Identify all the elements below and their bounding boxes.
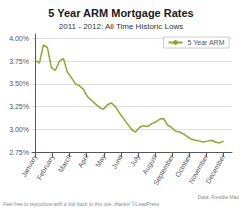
svg-text:March: March xyxy=(57,153,73,173)
svg-text:April: April xyxy=(77,153,91,169)
svg-text:August: August xyxy=(141,153,159,176)
svg-text:4.00%: 4.00% xyxy=(9,35,29,42)
svg-text:5 Year ARM Mortgage Rates: 5 Year ARM Mortgage Rates xyxy=(48,7,194,19)
svg-text:2011 - 2012: All Time Historic: 2011 - 2012: All Time Historic Lows xyxy=(59,22,183,31)
svg-text:2.75%: 2.75% xyxy=(9,149,29,156)
svg-text:January: January xyxy=(20,153,39,179)
svg-text:May: May xyxy=(94,153,108,169)
svg-text:October: October xyxy=(174,153,193,179)
svg-text:3.25%: 3.25% xyxy=(9,103,29,110)
svg-text:3.50%: 3.50% xyxy=(9,80,29,87)
svg-text:June: June xyxy=(110,153,124,170)
svg-text:Feel free to reproduce with a: Feel free to reproduce with a link back … xyxy=(3,201,160,207)
svg-text:July: July xyxy=(129,153,142,168)
svg-text:December: December xyxy=(204,153,227,185)
svg-text:3.75%: 3.75% xyxy=(9,58,29,65)
svg-text:3.00%: 3.00% xyxy=(9,126,29,133)
svg-text:5 Year ARM: 5 Year ARM xyxy=(188,39,225,46)
svg-text:February: February xyxy=(36,153,57,182)
svg-text:September: September xyxy=(152,153,176,187)
svg-text:November: November xyxy=(187,153,210,185)
svg-text:Data: Freddie Mac: Data: Freddie Mac xyxy=(198,194,240,200)
